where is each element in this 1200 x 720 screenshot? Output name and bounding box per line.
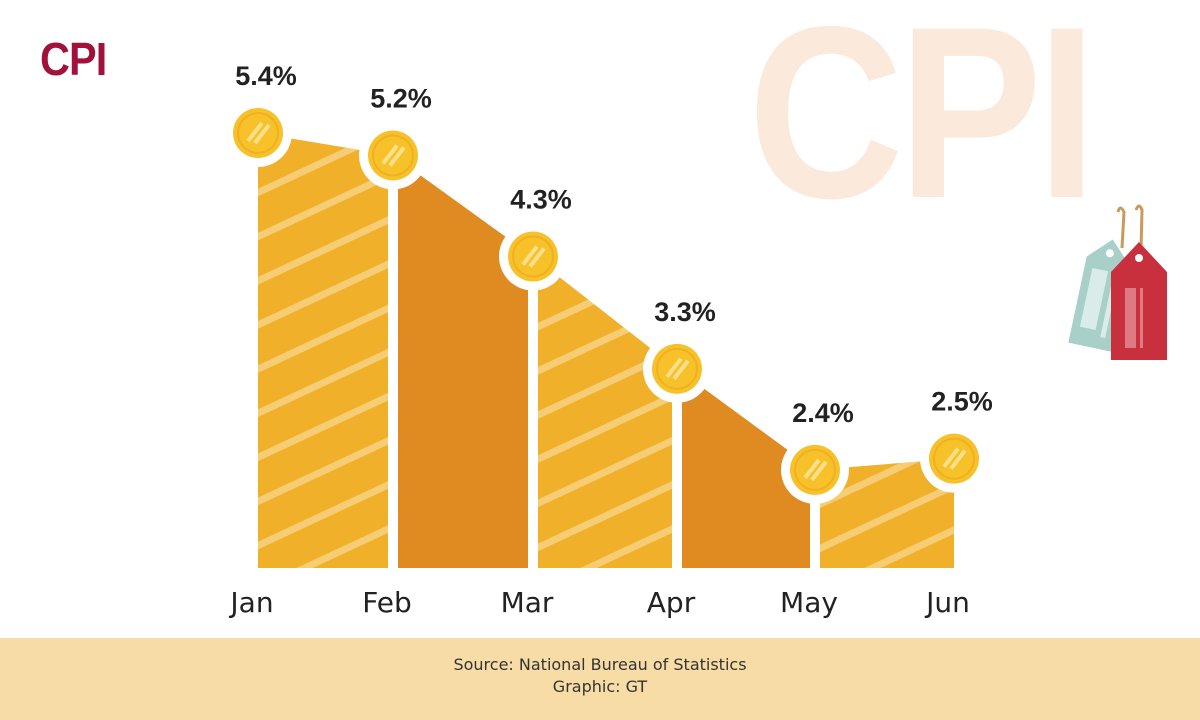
area-segment-mar xyxy=(538,260,672,568)
x-tick-label: May xyxy=(780,586,838,619)
coin-marker-feb xyxy=(359,121,427,190)
area-segment-may xyxy=(820,458,954,568)
data-label: 2.5% xyxy=(931,387,993,417)
coin-marker-may xyxy=(781,435,849,504)
data-label: 3.3% xyxy=(654,297,716,327)
background-watermark-text: CPI xyxy=(748,0,1097,249)
data-label: 2.4% xyxy=(792,398,854,428)
coin-marker-mar xyxy=(499,222,567,291)
graphic-credit: Graphic: GT xyxy=(552,677,648,696)
coin-marker-apr xyxy=(643,334,711,403)
data-label: 5.4% xyxy=(235,61,297,91)
coin-marker-jun xyxy=(920,424,988,493)
source-text: Source: National Bureau of Statistics xyxy=(453,655,747,674)
area-segment-apr xyxy=(682,372,810,568)
area-segment-jan xyxy=(258,133,388,568)
price-tags-icon xyxy=(1068,204,1167,360)
data-label: 4.3% xyxy=(510,185,572,215)
x-tick-label: Feb xyxy=(362,586,412,619)
area-segment-feb xyxy=(398,159,528,568)
x-tick-label: Mar xyxy=(501,586,554,619)
x-tick-label: Jan xyxy=(228,586,273,619)
x-tick-label: Apr xyxy=(647,586,696,619)
chart-title: CPI xyxy=(40,33,107,85)
x-tick-label: Jun xyxy=(924,586,970,619)
coin-marker-jan xyxy=(224,99,292,167)
data-label: 5.2% xyxy=(370,83,432,113)
footer: Source: National Bureau of Statistics Gr… xyxy=(0,638,1200,720)
cpi-chart: 5.4% 5.2% 4.3% 3.3% 2.4% 2.5% Jan Feb Mar Apr May… xyxy=(224,61,1167,619)
